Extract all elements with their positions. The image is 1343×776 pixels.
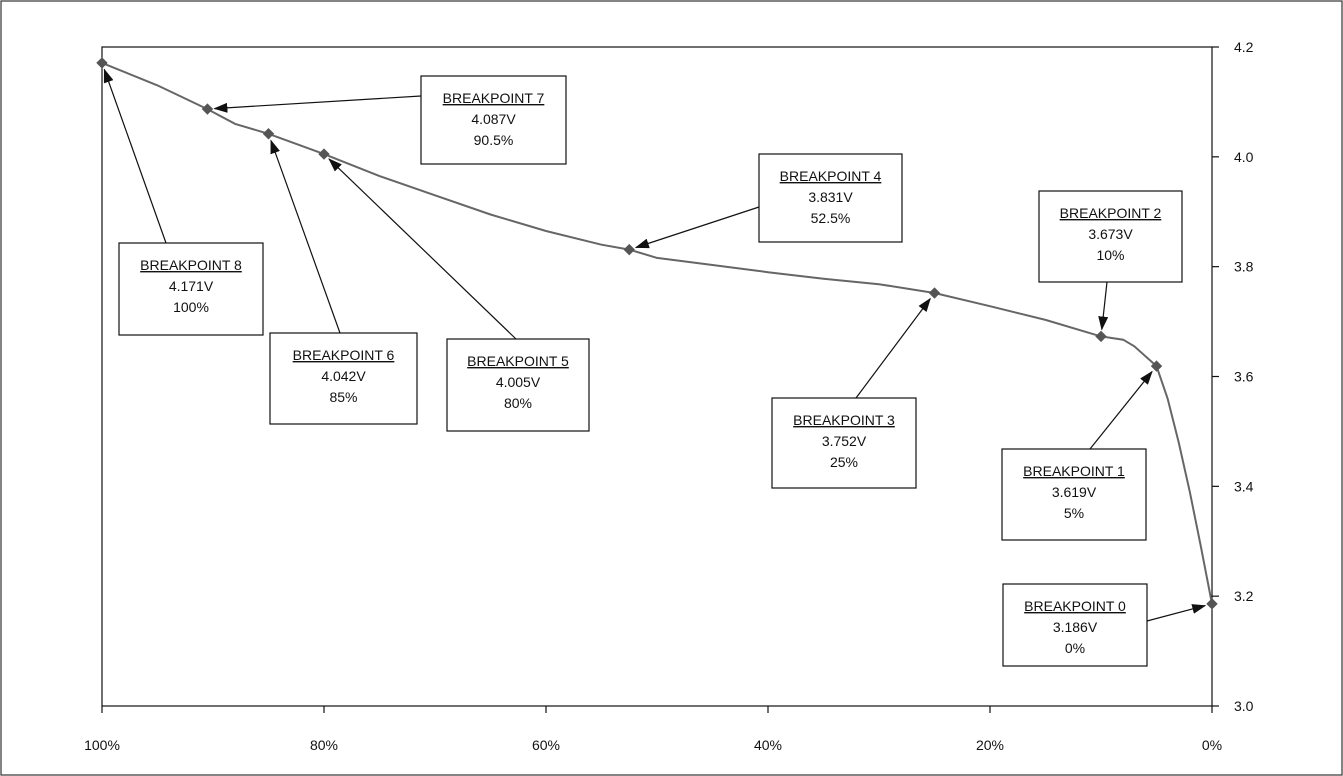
breakpoint-soc: 90.5%	[474, 132, 514, 148]
breakpoint-title: BREAKPOINT 5	[467, 353, 569, 369]
breakpoint-marker	[928, 287, 941, 299]
breakpoint-voltage: 4.005V	[496, 374, 541, 390]
breakpoint-soc: 10%	[1096, 247, 1124, 263]
y-tick-label: 3.8	[1234, 259, 1254, 275]
breakpoint-callout: BREAKPOINT 8 4.171V 100%	[103, 68, 264, 336]
breakpoint-voltage: 4.171V	[169, 278, 214, 294]
discharge-curve-line	[101, 61, 1213, 605]
callout-arrow	[1098, 281, 1109, 331]
y-tick-label: 4.0	[1234, 149, 1254, 165]
breakpoint-callout: BREAKPOINT 3 3.752V 25%	[771, 297, 931, 489]
callout-box	[446, 338, 590, 432]
breakpoint-marker	[1150, 360, 1163, 372]
breakpoint-callout: BREAKPOINT 5 4.005V 80%	[328, 158, 590, 432]
x-tick-label: 40%	[754, 737, 782, 753]
breakpoint-title: BREAKPOINT 1	[1023, 463, 1125, 479]
callout-arrow	[270, 139, 341, 334]
breakpoint-soc: 85%	[329, 389, 357, 405]
x-tick-label: 20%	[976, 737, 1004, 753]
callout-box	[758, 153, 903, 243]
breakpoint-marker	[96, 57, 108, 69]
breakpoint-callout: BREAKPOINT 6 4.042V 85%	[269, 139, 418, 425]
breakpoint-voltage: 3.619V	[1052, 484, 1097, 500]
breakpoint-marker	[201, 103, 214, 115]
breakpoint-title: BREAKPOINT 3	[793, 412, 895, 428]
breakpoint-callouts: BREAKPOINT 0 3.186V 0% BREAKPOINT 1 3.619V 5%…	[103, 68, 1207, 667]
breakpoint-marker	[623, 243, 635, 256]
breakpoint-soc: 25%	[830, 454, 858, 470]
callout-box	[1038, 190, 1183, 283]
y-tick-label: 3.0	[1234, 698, 1254, 714]
callout-box	[420, 75, 567, 165]
x-tick-label: 80%	[310, 737, 338, 753]
y-tick-label: 4.2	[1234, 39, 1254, 55]
x-tick-label: 100%	[84, 737, 120, 753]
breakpoint-title: BREAKPOINT 2	[1060, 205, 1162, 221]
callout-arrow	[328, 158, 517, 340]
callout-box	[269, 332, 418, 425]
y-tick-label: 3.4	[1234, 478, 1254, 494]
y-axis: 3.0 3.2 3.4 3.6 3.8 4.0 4.2	[1212, 39, 1254, 714]
callout-box	[1001, 448, 1147, 541]
breakpoint-title: BREAKPOINT 0	[1024, 598, 1126, 614]
breakpoint-soc: 0%	[1065, 640, 1085, 656]
breakpoint-soc: 5%	[1064, 505, 1084, 521]
y-tick-label: 3.2	[1234, 588, 1254, 604]
breakpoint-voltage: 3.831V	[808, 189, 853, 205]
breakpoint-callout: BREAKPOINT 0 3.186V 0%	[1002, 583, 1207, 667]
breakpoint-voltage: 3.186V	[1053, 619, 1098, 635]
callout-box	[1002, 583, 1148, 667]
breakpoint-callout: BREAKPOINT 1 3.619V 5%	[1001, 370, 1153, 541]
callout-arrow	[1146, 604, 1207, 622]
callout-arrow	[213, 95, 422, 113]
breakpoint-voltage: 4.042V	[321, 368, 366, 384]
callout-arrow	[855, 297, 931, 399]
callout-arrow	[1089, 370, 1153, 450]
y-tick-label: 3.6	[1234, 369, 1254, 385]
x-tick-label: 0%	[1202, 737, 1222, 753]
callout-arrow	[103, 68, 167, 244]
breakpoint-voltage: 4.087V	[471, 111, 516, 127]
breakpoint-marker	[1095, 330, 1107, 343]
breakpoint-callout: BREAKPOINT 4 3.831V 52.5%	[634, 153, 903, 249]
breakpoint-title: BREAKPOINT 4	[780, 168, 882, 184]
breakpoint-markers	[96, 57, 1218, 610]
breakpoint-callout: BREAKPOINT 7 4.087V 90.5%	[213, 75, 567, 165]
breakpoint-callout: BREAKPOINT 2 3.673V 10%	[1038, 190, 1183, 331]
callout-box	[771, 397, 917, 489]
x-tick-label: 60%	[532, 737, 560, 753]
breakpoint-soc: 52.5%	[811, 210, 851, 226]
breakpoint-soc: 100%	[173, 299, 209, 315]
breakpoint-marker	[1206, 598, 1218, 610]
breakpoint-soc: 80%	[504, 395, 532, 411]
callout-arrow	[634, 206, 760, 249]
breakpoint-marker	[318, 148, 330, 160]
breakpoint-voltage: 3.673V	[1088, 226, 1133, 242]
callout-box	[118, 242, 264, 336]
breakpoint-voltage: 3.752V	[822, 433, 867, 449]
breakpoint-marker	[262, 128, 275, 140]
x-axis: 100% 80% 60% 40% 20% 0%	[84, 706, 1222, 753]
breakpoint-title: BREAKPOINT 6	[293, 347, 395, 363]
breakpoint-title: BREAKPOINT 7	[443, 90, 545, 106]
breakpoint-title: BREAKPOINT 8	[140, 257, 242, 273]
